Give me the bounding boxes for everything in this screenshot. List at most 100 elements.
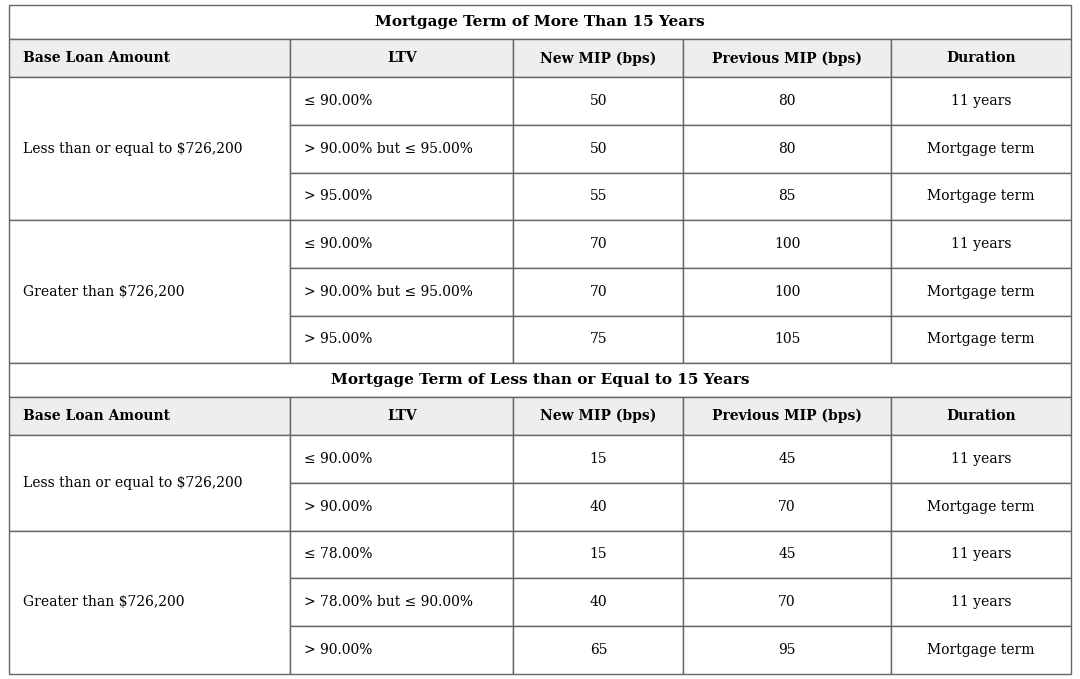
Text: Greater than $726,200: Greater than $726,200 <box>23 285 185 299</box>
Text: Previous MIP (bps): Previous MIP (bps) <box>712 409 862 424</box>
Bar <box>513 435 684 483</box>
Bar <box>891 220 1071 268</box>
Text: 40: 40 <box>590 500 607 514</box>
Bar <box>291 172 513 220</box>
Bar <box>291 39 513 77</box>
Bar <box>684 39 891 77</box>
Bar <box>684 397 891 435</box>
Text: 45: 45 <box>779 547 796 562</box>
Text: 75: 75 <box>590 333 607 346</box>
Text: Base Loan Amount: Base Loan Amount <box>23 52 170 65</box>
Bar <box>513 220 684 268</box>
Text: 105: 105 <box>774 333 800 346</box>
Bar <box>684 220 891 268</box>
Bar <box>291 530 513 579</box>
Text: Mortgage term: Mortgage term <box>928 189 1035 204</box>
Text: Mortgage Term of Less than or Equal to 15 Years: Mortgage Term of Less than or Equal to 1… <box>330 373 750 387</box>
Bar <box>684 125 891 172</box>
Text: > 95.00%: > 95.00% <box>305 333 373 346</box>
Text: 11 years: 11 years <box>950 547 1011 562</box>
Text: ≤ 90.00%: ≤ 90.00% <box>305 452 373 466</box>
Bar <box>291 316 513 363</box>
Text: 15: 15 <box>590 547 607 562</box>
Bar <box>891 39 1071 77</box>
Bar <box>891 530 1071 579</box>
Text: Previous MIP (bps): Previous MIP (bps) <box>712 51 862 66</box>
Bar <box>684 626 891 674</box>
Bar <box>9 39 291 77</box>
Text: 11 years: 11 years <box>950 237 1011 251</box>
Text: 70: 70 <box>779 595 796 609</box>
Bar <box>513 397 684 435</box>
Text: 11 years: 11 years <box>950 94 1011 108</box>
Text: Mortgage term: Mortgage term <box>928 500 1035 514</box>
Bar <box>291 397 513 435</box>
Bar <box>9 220 291 363</box>
Text: LTV: LTV <box>387 52 417 65</box>
Text: 80: 80 <box>779 142 796 155</box>
Text: Mortgage term: Mortgage term <box>928 333 1035 346</box>
Bar <box>891 77 1071 125</box>
Text: 11 years: 11 years <box>950 595 1011 609</box>
Text: Base Loan Amount: Base Loan Amount <box>23 409 170 423</box>
Text: 100: 100 <box>774 237 800 251</box>
Bar <box>891 397 1071 435</box>
Text: Mortgage term: Mortgage term <box>928 285 1035 299</box>
Text: Duration: Duration <box>946 409 1016 423</box>
Bar <box>513 316 684 363</box>
Text: 45: 45 <box>779 452 796 466</box>
Text: Less than or equal to $726,200: Less than or equal to $726,200 <box>23 476 242 490</box>
Text: Less than or equal to $726,200: Less than or equal to $726,200 <box>23 142 242 155</box>
Bar <box>891 172 1071 220</box>
Text: New MIP (bps): New MIP (bps) <box>540 51 657 66</box>
Bar <box>684 530 891 579</box>
Text: ≤ 90.00%: ≤ 90.00% <box>305 94 373 108</box>
Text: Mortgage term: Mortgage term <box>928 643 1035 657</box>
Text: Mortgage Term of More Than 15 Years: Mortgage Term of More Than 15 Years <box>375 16 705 29</box>
Bar <box>513 626 684 674</box>
Bar <box>513 268 684 316</box>
Text: > 90.00%: > 90.00% <box>305 500 373 514</box>
Bar <box>9 397 291 435</box>
Text: 70: 70 <box>590 237 607 251</box>
Text: 11 years: 11 years <box>950 452 1011 466</box>
Text: 70: 70 <box>590 285 607 299</box>
Bar <box>513 530 684 579</box>
Text: Duration: Duration <box>946 52 1016 65</box>
Bar <box>9 5 1071 39</box>
Bar <box>513 125 684 172</box>
Bar <box>684 77 891 125</box>
Bar <box>291 435 513 483</box>
Text: ≤ 78.00%: ≤ 78.00% <box>305 547 373 562</box>
Bar <box>9 435 291 530</box>
Bar <box>513 39 684 77</box>
Bar <box>291 125 513 172</box>
Text: 80: 80 <box>779 94 796 108</box>
Bar <box>684 172 891 220</box>
Bar <box>891 626 1071 674</box>
Bar <box>513 77 684 125</box>
Bar <box>291 483 513 530</box>
Text: 95: 95 <box>779 643 796 657</box>
Bar <box>891 125 1071 172</box>
Text: Greater than $726,200: Greater than $726,200 <box>23 595 185 609</box>
Bar <box>291 220 513 268</box>
Text: New MIP (bps): New MIP (bps) <box>540 409 657 424</box>
Text: 70: 70 <box>779 500 796 514</box>
Text: 15: 15 <box>590 452 607 466</box>
Bar <box>891 268 1071 316</box>
Bar <box>891 316 1071 363</box>
Bar <box>291 77 513 125</box>
Bar <box>513 483 684 530</box>
Text: 50: 50 <box>590 94 607 108</box>
Bar <box>684 268 891 316</box>
Bar <box>684 483 891 530</box>
Text: 40: 40 <box>590 595 607 609</box>
Text: ≤ 90.00%: ≤ 90.00% <box>305 237 373 251</box>
Text: LTV: LTV <box>387 409 417 423</box>
Bar <box>291 268 513 316</box>
Bar <box>9 363 1071 397</box>
Bar <box>291 626 513 674</box>
Bar <box>513 579 684 626</box>
Text: 65: 65 <box>590 643 607 657</box>
